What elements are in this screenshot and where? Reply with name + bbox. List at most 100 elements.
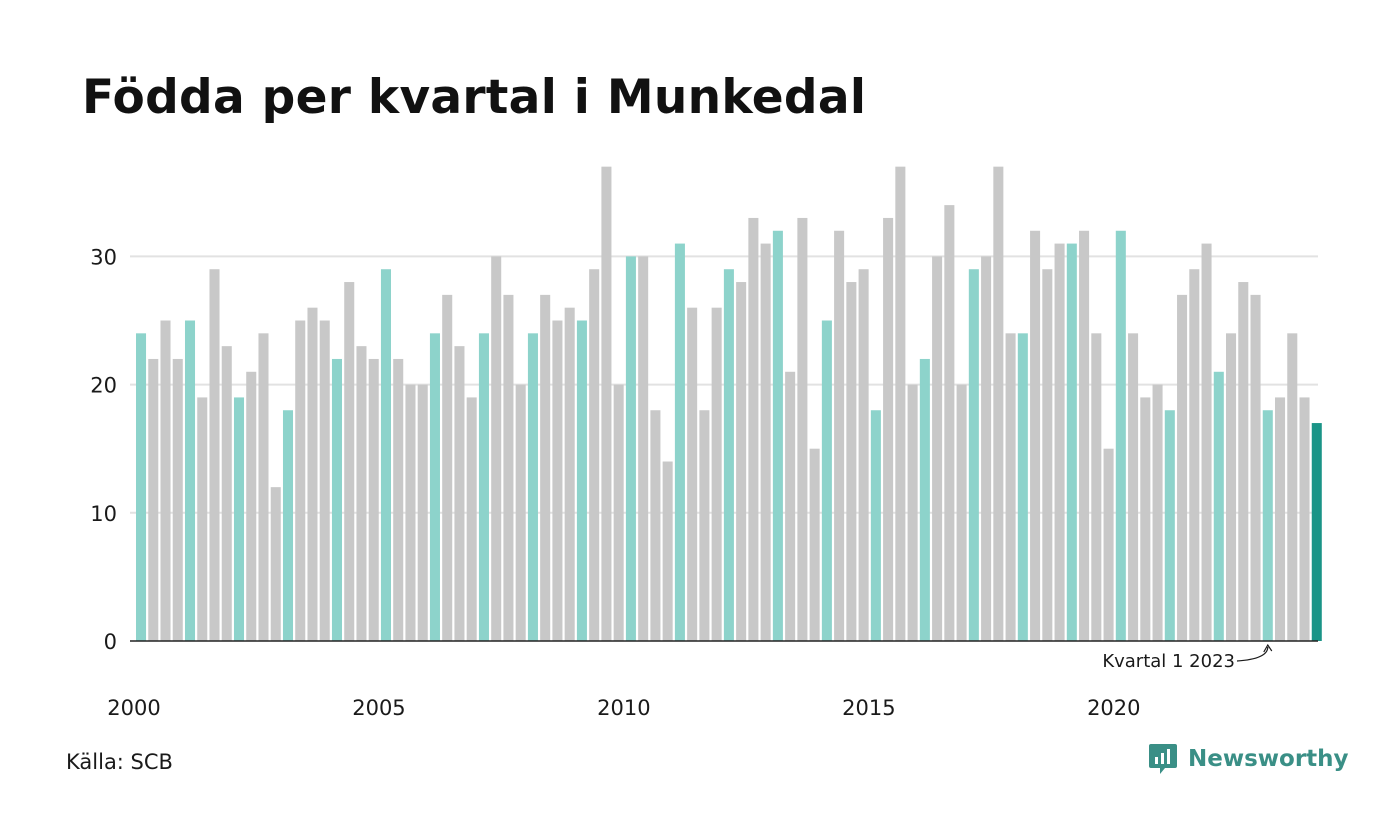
- bar: [638, 256, 649, 641]
- bar: [1201, 243, 1212, 641]
- bar: [1275, 397, 1286, 641]
- bar: [1226, 333, 1237, 641]
- source-label: Källa: SCB: [66, 750, 173, 774]
- bar: [160, 320, 171, 641]
- bar: [981, 256, 992, 641]
- bar: [233, 397, 245, 641]
- bar: [393, 358, 404, 641]
- bar: [1250, 294, 1261, 641]
- axes: 0 10 20 30 2000 2005 2010 2015 2020: [90, 245, 1318, 720]
- bar: [442, 294, 453, 641]
- y-tick-label: 0: [104, 630, 117, 654]
- bar: [589, 269, 600, 641]
- bar: [1091, 333, 1102, 641]
- bar: [1311, 423, 1322, 641]
- bar: [809, 448, 820, 641]
- bar: [846, 282, 857, 641]
- bar: [1164, 410, 1175, 641]
- x-tick-label: 2010: [597, 696, 650, 720]
- bar: [540, 294, 551, 641]
- bar: [1238, 282, 1249, 641]
- y-tick-label: 20: [90, 374, 117, 398]
- annotation-arrowhead: [1263, 643, 1273, 653]
- brand-name: Newsworthy: [1188, 746, 1349, 772]
- bar: [454, 346, 465, 641]
- bar: [760, 243, 771, 641]
- bar: [503, 294, 514, 641]
- bar: [148, 358, 159, 641]
- bar: [968, 269, 979, 641]
- bar: [907, 384, 918, 641]
- y-tick-label: 30: [90, 245, 117, 269]
- bar: [650, 410, 661, 641]
- bar: [368, 358, 379, 641]
- bar: [1299, 397, 1310, 641]
- bar: [1213, 371, 1224, 641]
- bar: [380, 269, 391, 641]
- bar: [1152, 384, 1163, 641]
- bar: [895, 166, 906, 641]
- bar: [834, 230, 845, 641]
- bar: [748, 217, 759, 641]
- bar: [527, 333, 538, 641]
- bar: [613, 384, 624, 641]
- bar: [136, 333, 147, 641]
- bar: [331, 358, 342, 641]
- bar: [429, 333, 440, 641]
- bar: [576, 320, 587, 641]
- annotation: Kvartal 1 2023: [1102, 643, 1273, 672]
- bar: [197, 397, 208, 641]
- bar: [1115, 230, 1126, 641]
- bar: [1005, 333, 1016, 641]
- bar: [1042, 269, 1053, 641]
- bar: [1189, 269, 1200, 641]
- x-tick-label: 2020: [1087, 696, 1140, 720]
- bar: [1066, 243, 1077, 641]
- bar: [919, 358, 930, 641]
- bar: [282, 410, 294, 641]
- bar: [344, 282, 355, 641]
- bar: [1030, 230, 1041, 641]
- bar: [417, 384, 428, 641]
- bar: [295, 320, 306, 641]
- chart-title: Födda per kvartal i Munkedal: [82, 70, 867, 125]
- bar: [699, 410, 710, 641]
- bar: [319, 320, 330, 641]
- bar: [515, 384, 526, 641]
- bar: [564, 307, 575, 641]
- bar: [711, 307, 722, 641]
- bar: [736, 282, 747, 641]
- bar: [258, 333, 269, 641]
- bar: [1128, 333, 1139, 641]
- bar: [662, 461, 673, 641]
- bar: [993, 166, 1004, 641]
- bars: [136, 166, 1322, 641]
- bar: [466, 397, 477, 641]
- bar: [356, 346, 367, 641]
- bar: [956, 384, 967, 641]
- bar: [1079, 230, 1090, 641]
- annotation-arrow: [1236, 646, 1269, 662]
- bar: [307, 307, 318, 641]
- annotation-label: Kvartal 1 2023: [1102, 651, 1235, 672]
- bar: [858, 269, 869, 641]
- bar: [552, 320, 563, 641]
- bar: [209, 269, 220, 641]
- bar: [270, 487, 281, 641]
- bar: [1287, 333, 1298, 641]
- bar: [687, 307, 698, 641]
- bar: [601, 166, 612, 641]
- bar: [491, 256, 502, 641]
- bar: [221, 346, 232, 641]
- bar: [184, 320, 196, 641]
- x-tick-label: 2005: [352, 696, 405, 720]
- bar: [1262, 410, 1273, 641]
- bar: [821, 320, 832, 641]
- bar: [1140, 397, 1151, 641]
- bar: [674, 243, 685, 641]
- bar: [723, 269, 734, 641]
- brand-logo[interactable]: Newsworthy: [1148, 742, 1349, 776]
- bar: [772, 230, 783, 641]
- bar: [1017, 333, 1028, 641]
- bar: [246, 371, 257, 641]
